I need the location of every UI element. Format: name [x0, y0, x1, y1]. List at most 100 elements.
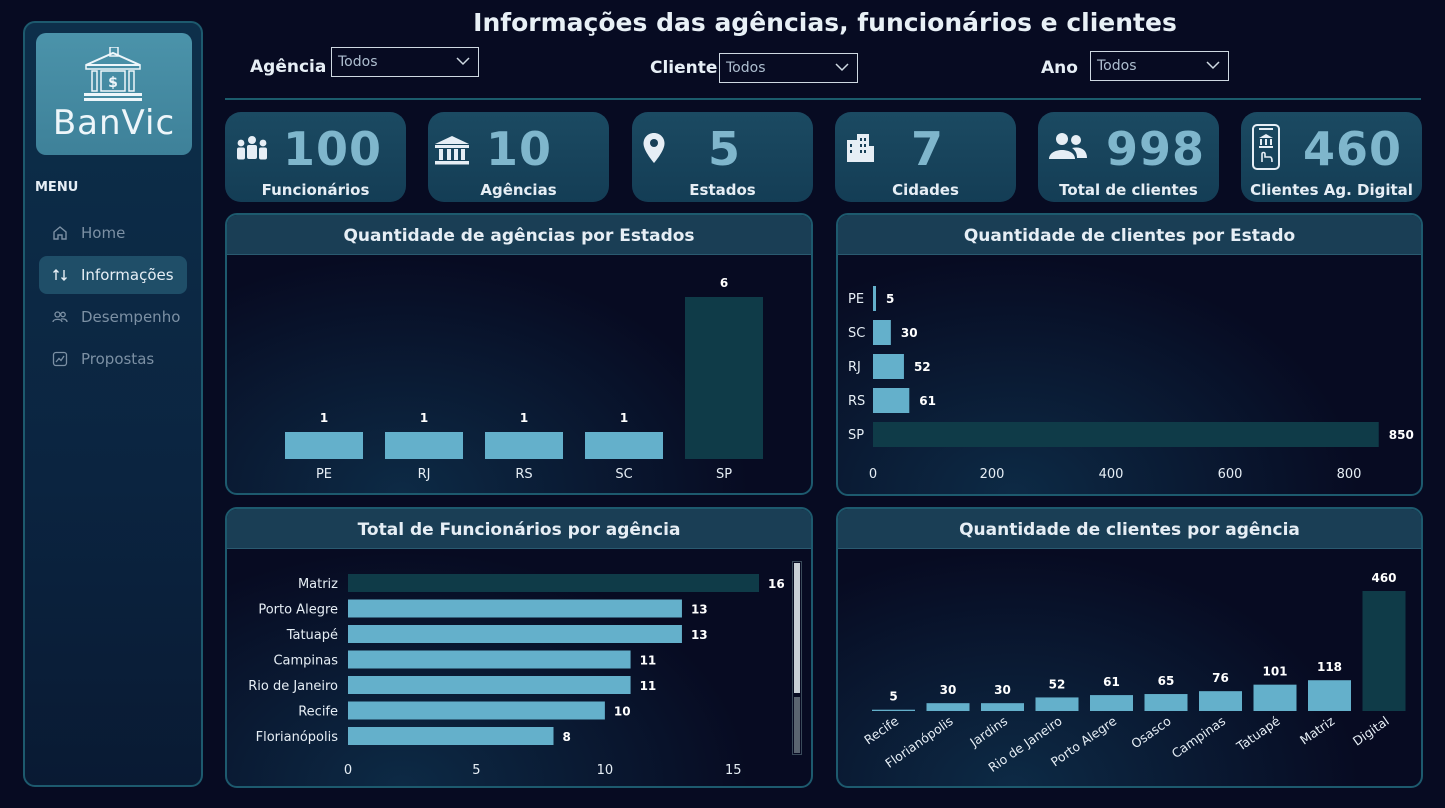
- sidebar-item-desempenho[interactable]: Desempenho: [39, 298, 187, 336]
- data-label: 1: [320, 411, 328, 425]
- filter-label-ano: Ano: [1041, 58, 1078, 78]
- data-label: 460: [1371, 571, 1396, 585]
- kpi-card-agencias: 10 Agências: [428, 112, 609, 202]
- data-label: 8: [563, 730, 571, 744]
- sidebar-item-label: Desempenho: [81, 308, 181, 326]
- data-label: 30: [994, 683, 1011, 697]
- data-label: 13: [691, 603, 708, 617]
- bar: [285, 432, 363, 459]
- kpi-card-cidades: 7 Cidades: [835, 112, 1016, 202]
- svg-text:$: $: [108, 75, 118, 91]
- kpi-value: 100: [283, 122, 383, 176]
- chevron-down-icon: [456, 57, 470, 66]
- scrollbar-track: [794, 697, 800, 753]
- cliente-dropdown[interactable]: Todos: [719, 53, 858, 83]
- chart-trend-icon: [52, 351, 68, 367]
- tick-label: Campinas: [273, 654, 338, 669]
- data-label: 13: [691, 628, 708, 642]
- sidebar-item-label: Propostas: [81, 350, 155, 368]
- chart-title: Quantidade de clientes por agência: [838, 509, 1421, 549]
- chart-panel-funcionarios-agencia: Total de Funcionários por agência Matriz…: [225, 507, 813, 788]
- bar: [1308, 680, 1351, 711]
- data-label: 1: [620, 411, 628, 425]
- data-label: 5: [886, 292, 894, 306]
- tick-label: Osasco: [1128, 713, 1174, 751]
- data-label: 52: [914, 360, 931, 374]
- chevron-down-icon: [835, 63, 849, 72]
- data-label: 6: [720, 276, 728, 290]
- bank-logo-icon: $: [84, 47, 142, 101]
- bar: [1199, 691, 1242, 711]
- tick-label: RJ: [848, 360, 861, 375]
- tick-label: Jardins: [966, 713, 1010, 750]
- tick-label: 5: [472, 763, 480, 778]
- home-icon: [52, 225, 68, 241]
- sort-arrows-icon: [52, 267, 68, 283]
- ano-dropdown[interactable]: Todos: [1090, 51, 1229, 81]
- banvic-logo[interactable]: $ BanVic: [36, 33, 192, 155]
- chart-clientes-estado: PE 5 SC 30 RJ 52 RS 61 SP 850 0 200 400 600 800: [848, 286, 1414, 482]
- bar: [485, 432, 563, 459]
- filter-label-cliente: Cliente: [650, 58, 718, 78]
- chart-title: Total de Funcionários por agência: [227, 509, 811, 549]
- data-label: 118: [1317, 660, 1342, 674]
- tick-label: Recife: [298, 705, 338, 720]
- data-label: 1: [420, 411, 428, 425]
- filter-label-agencia: Agência: [250, 57, 327, 77]
- cliente-dropdown-value: Todos: [726, 60, 766, 76]
- tick-label: RS: [848, 394, 865, 409]
- bar: [873, 320, 891, 345]
- data-label: 5: [889, 690, 897, 704]
- people-icon: [52, 309, 68, 325]
- kpi-value: 5: [708, 122, 742, 176]
- kpi-label: Clientes Ag. Digital: [1250, 181, 1413, 199]
- bar: [385, 432, 463, 459]
- data-label: 1: [520, 411, 528, 425]
- kpi-value: 998: [1106, 122, 1206, 176]
- kpi-label: Cidades: [892, 181, 959, 199]
- agencia-dropdown[interactable]: Todos: [331, 47, 479, 77]
- data-label: 52: [1049, 677, 1066, 691]
- bar: [873, 286, 876, 311]
- data-label: 101: [1262, 665, 1287, 679]
- tick-label: RS: [515, 467, 532, 482]
- bar: [348, 599, 682, 618]
- sidebar-item-home[interactable]: Home: [39, 214, 187, 252]
- scrollbar-thumb[interactable]: [794, 563, 800, 693]
- data-label: 10: [614, 705, 631, 719]
- tick-label: PE: [316, 467, 332, 482]
- chart-panel-clientes-agencia: Quantidade de clientes por agência 5 Reci…: [836, 507, 1423, 788]
- tick-label: Matriz: [1297, 713, 1338, 748]
- tick-label: Tatuapé: [1233, 713, 1283, 754]
- sidebar-item-propostas[interactable]: Propostas: [39, 340, 187, 378]
- tick-label: Recife: [861, 713, 901, 747]
- chart-scrollbar[interactable]: [792, 561, 802, 755]
- bar: [685, 297, 763, 459]
- tick-label: 10: [597, 763, 614, 778]
- kpi-card-estados: 5 Estados: [632, 112, 813, 202]
- data-label: 16: [768, 577, 785, 591]
- agencia-dropdown-value: Todos: [338, 54, 378, 70]
- bar: [1144, 694, 1188, 711]
- tick-label: RJ: [418, 467, 431, 482]
- bar: [1035, 697, 1079, 711]
- sidebar-item-informacoes[interactable]: Informações: [39, 256, 187, 294]
- tick-label: 15: [725, 763, 742, 778]
- chart-title: Quantidade de agências por Estados: [227, 215, 811, 255]
- tick-label: Tatuapé: [286, 628, 338, 643]
- data-label: 850: [1389, 428, 1414, 442]
- data-label: 11: [640, 679, 657, 693]
- tick-label: 0: [869, 467, 877, 482]
- bar: [348, 676, 631, 694]
- employees-icon: [237, 136, 267, 160]
- kpi-label: Funcionários: [261, 181, 370, 199]
- data-label: 30: [901, 326, 918, 340]
- tick-label: Rio de Janeiro: [248, 679, 338, 694]
- tick-label: SC: [615, 467, 632, 482]
- bar: [872, 709, 915, 711]
- data-label: 30: [940, 683, 957, 697]
- bar: [348, 625, 682, 643]
- chevron-down-icon: [1206, 61, 1220, 70]
- kpi-label: Estados: [689, 181, 756, 199]
